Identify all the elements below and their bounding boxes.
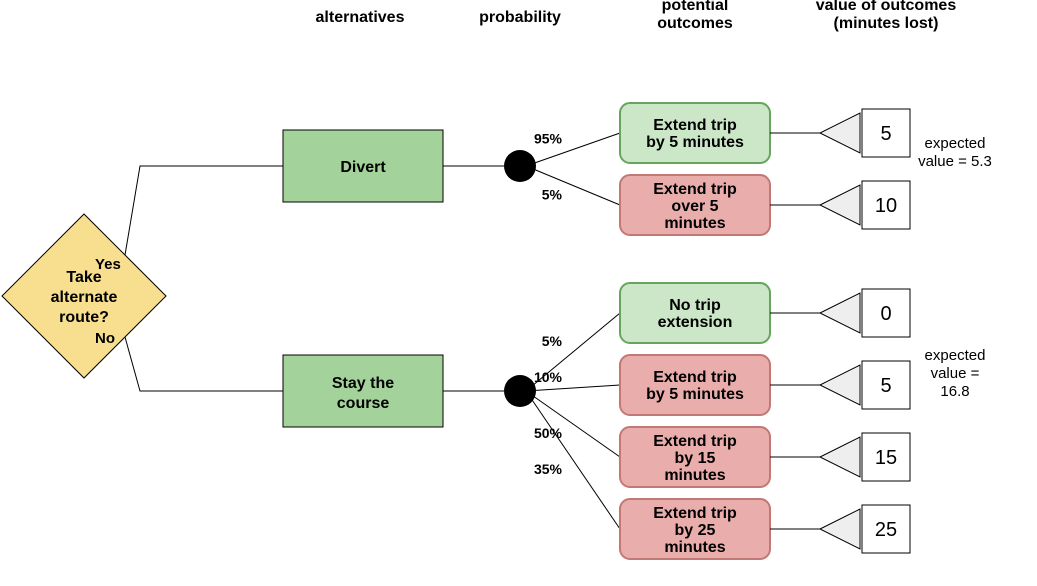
- value-text-stay-3: 25: [875, 519, 897, 541]
- value-text-stay-2: 15: [875, 447, 897, 469]
- header-value: value of outcomes(minutes lost): [816, 0, 957, 32]
- terminal-triangle-stay-3: [820, 509, 860, 549]
- probability-label-stay-1: 10%: [534, 369, 563, 385]
- terminal-triangle-divert-1: [820, 185, 860, 225]
- value-text-divert-0: 5: [880, 123, 891, 145]
- probability-label-stay-0: 5%: [542, 333, 563, 349]
- header-alternatives: alternatives: [316, 9, 405, 26]
- branch-label-divert: Yes: [95, 256, 121, 273]
- line-chance-to-outcome-divert-1: [526, 166, 620, 205]
- chance-node-divert: [504, 150, 536, 182]
- value-text-stay-1: 5: [880, 375, 891, 397]
- terminal-triangle-stay-1: [820, 365, 860, 405]
- terminal-triangle-stay-2: [820, 437, 860, 477]
- terminal-triangle-divert-0: [820, 113, 860, 153]
- header-probability: probability: [479, 9, 561, 26]
- branch-line-stay: [125, 337, 283, 391]
- line-chance-to-outcome-stay-3: [526, 391, 620, 529]
- branch-line-divert: [125, 166, 283, 255]
- header-outcomes: potentialoutcomes: [657, 0, 733, 32]
- value-text-stay-0: 0: [880, 303, 891, 325]
- expected-value-stay: expectedvalue =16.8: [925, 347, 986, 400]
- alternative-label-divert: Divert: [340, 159, 386, 176]
- terminal-triangle-stay-0: [820, 293, 860, 333]
- probability-label-divert-1: 5%: [542, 187, 563, 203]
- branch-label-stay: No: [95, 330, 115, 347]
- outcome-label-divert-0: Extend tripby 5 minutes: [646, 117, 744, 151]
- probability-label-divert-0: 95%: [534, 131, 563, 147]
- outcome-label-stay-1: Extend tripby 5 minutes: [646, 369, 744, 403]
- value-text-divert-1: 10: [875, 195, 897, 217]
- probability-label-stay-3: 35%: [534, 461, 563, 477]
- line-chance-to-outcome-stay-2: [526, 391, 620, 457]
- decision-tree-diagram: alternatives probability potentialoutcomes…: [0, 0, 1037, 586]
- expected-value-divert: expectedvalue = 5.3: [918, 135, 992, 170]
- line-chance-to-outcome-stay-1: [526, 385, 620, 391]
